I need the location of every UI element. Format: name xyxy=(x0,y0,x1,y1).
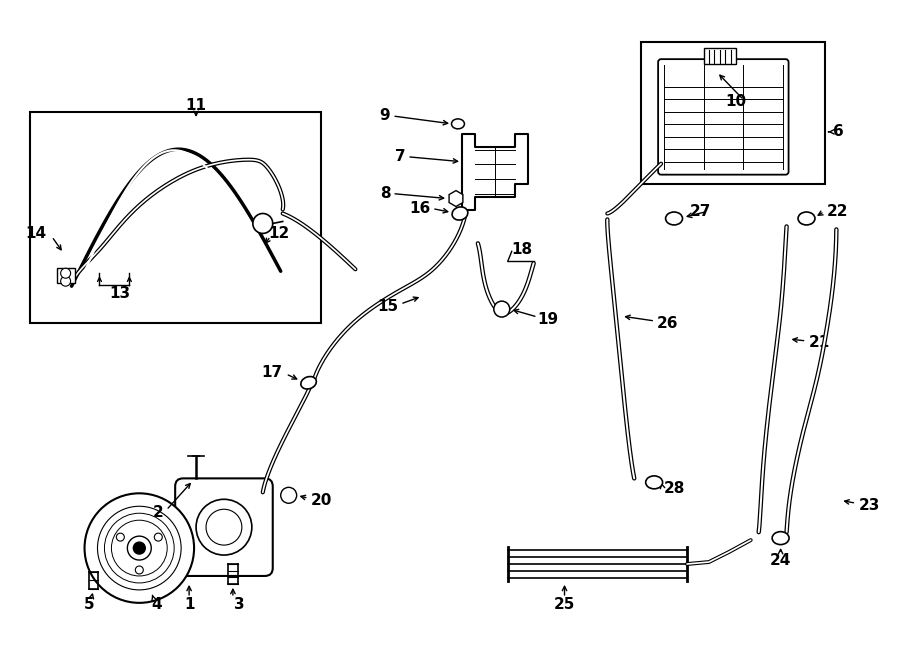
Text: 21: 21 xyxy=(808,335,830,350)
Text: 18: 18 xyxy=(512,242,533,257)
Ellipse shape xyxy=(452,207,468,220)
Text: 23: 23 xyxy=(859,498,879,513)
Text: 5: 5 xyxy=(85,598,94,612)
Text: 22: 22 xyxy=(826,204,848,219)
Circle shape xyxy=(133,542,145,554)
Text: 25: 25 xyxy=(554,598,575,612)
Text: 3: 3 xyxy=(234,598,244,612)
Text: 7: 7 xyxy=(394,149,405,164)
Text: 19: 19 xyxy=(537,311,559,327)
Circle shape xyxy=(128,536,151,560)
Circle shape xyxy=(281,487,297,503)
Text: 6: 6 xyxy=(833,124,844,139)
Circle shape xyxy=(494,301,509,317)
Circle shape xyxy=(63,271,68,276)
Circle shape xyxy=(60,268,70,278)
Ellipse shape xyxy=(301,377,317,389)
Circle shape xyxy=(63,279,68,284)
Circle shape xyxy=(104,513,175,583)
Text: 28: 28 xyxy=(664,481,686,496)
Text: 20: 20 xyxy=(310,493,332,508)
Text: 8: 8 xyxy=(380,186,391,201)
Bar xyxy=(30,112,320,323)
Text: 16: 16 xyxy=(409,201,430,216)
Text: 27: 27 xyxy=(689,204,711,219)
Circle shape xyxy=(60,276,70,286)
Circle shape xyxy=(85,493,194,603)
Circle shape xyxy=(135,566,143,574)
Ellipse shape xyxy=(666,212,682,225)
Ellipse shape xyxy=(645,476,662,489)
Ellipse shape xyxy=(798,212,815,225)
Text: 9: 9 xyxy=(380,108,391,124)
Ellipse shape xyxy=(772,531,789,545)
Text: 15: 15 xyxy=(377,299,398,313)
Text: 10: 10 xyxy=(725,95,747,110)
FancyBboxPatch shape xyxy=(658,59,788,175)
Circle shape xyxy=(97,506,181,590)
Text: 4: 4 xyxy=(151,598,162,612)
Bar xyxy=(641,42,825,184)
Bar xyxy=(57,268,75,283)
Circle shape xyxy=(112,520,167,576)
Circle shape xyxy=(116,533,124,541)
Ellipse shape xyxy=(452,119,464,129)
Circle shape xyxy=(253,214,273,233)
Text: 1: 1 xyxy=(184,598,194,612)
Circle shape xyxy=(206,509,242,545)
FancyBboxPatch shape xyxy=(176,479,273,576)
Text: 17: 17 xyxy=(262,366,283,380)
Text: 11: 11 xyxy=(185,98,207,114)
Circle shape xyxy=(154,533,162,541)
Text: 13: 13 xyxy=(109,286,130,301)
Circle shape xyxy=(196,499,252,555)
Bar xyxy=(704,48,736,64)
Text: 2: 2 xyxy=(152,505,163,520)
Text: 14: 14 xyxy=(25,226,47,241)
Text: 12: 12 xyxy=(269,226,290,241)
Text: 24: 24 xyxy=(770,553,791,568)
Text: 26: 26 xyxy=(657,315,679,330)
